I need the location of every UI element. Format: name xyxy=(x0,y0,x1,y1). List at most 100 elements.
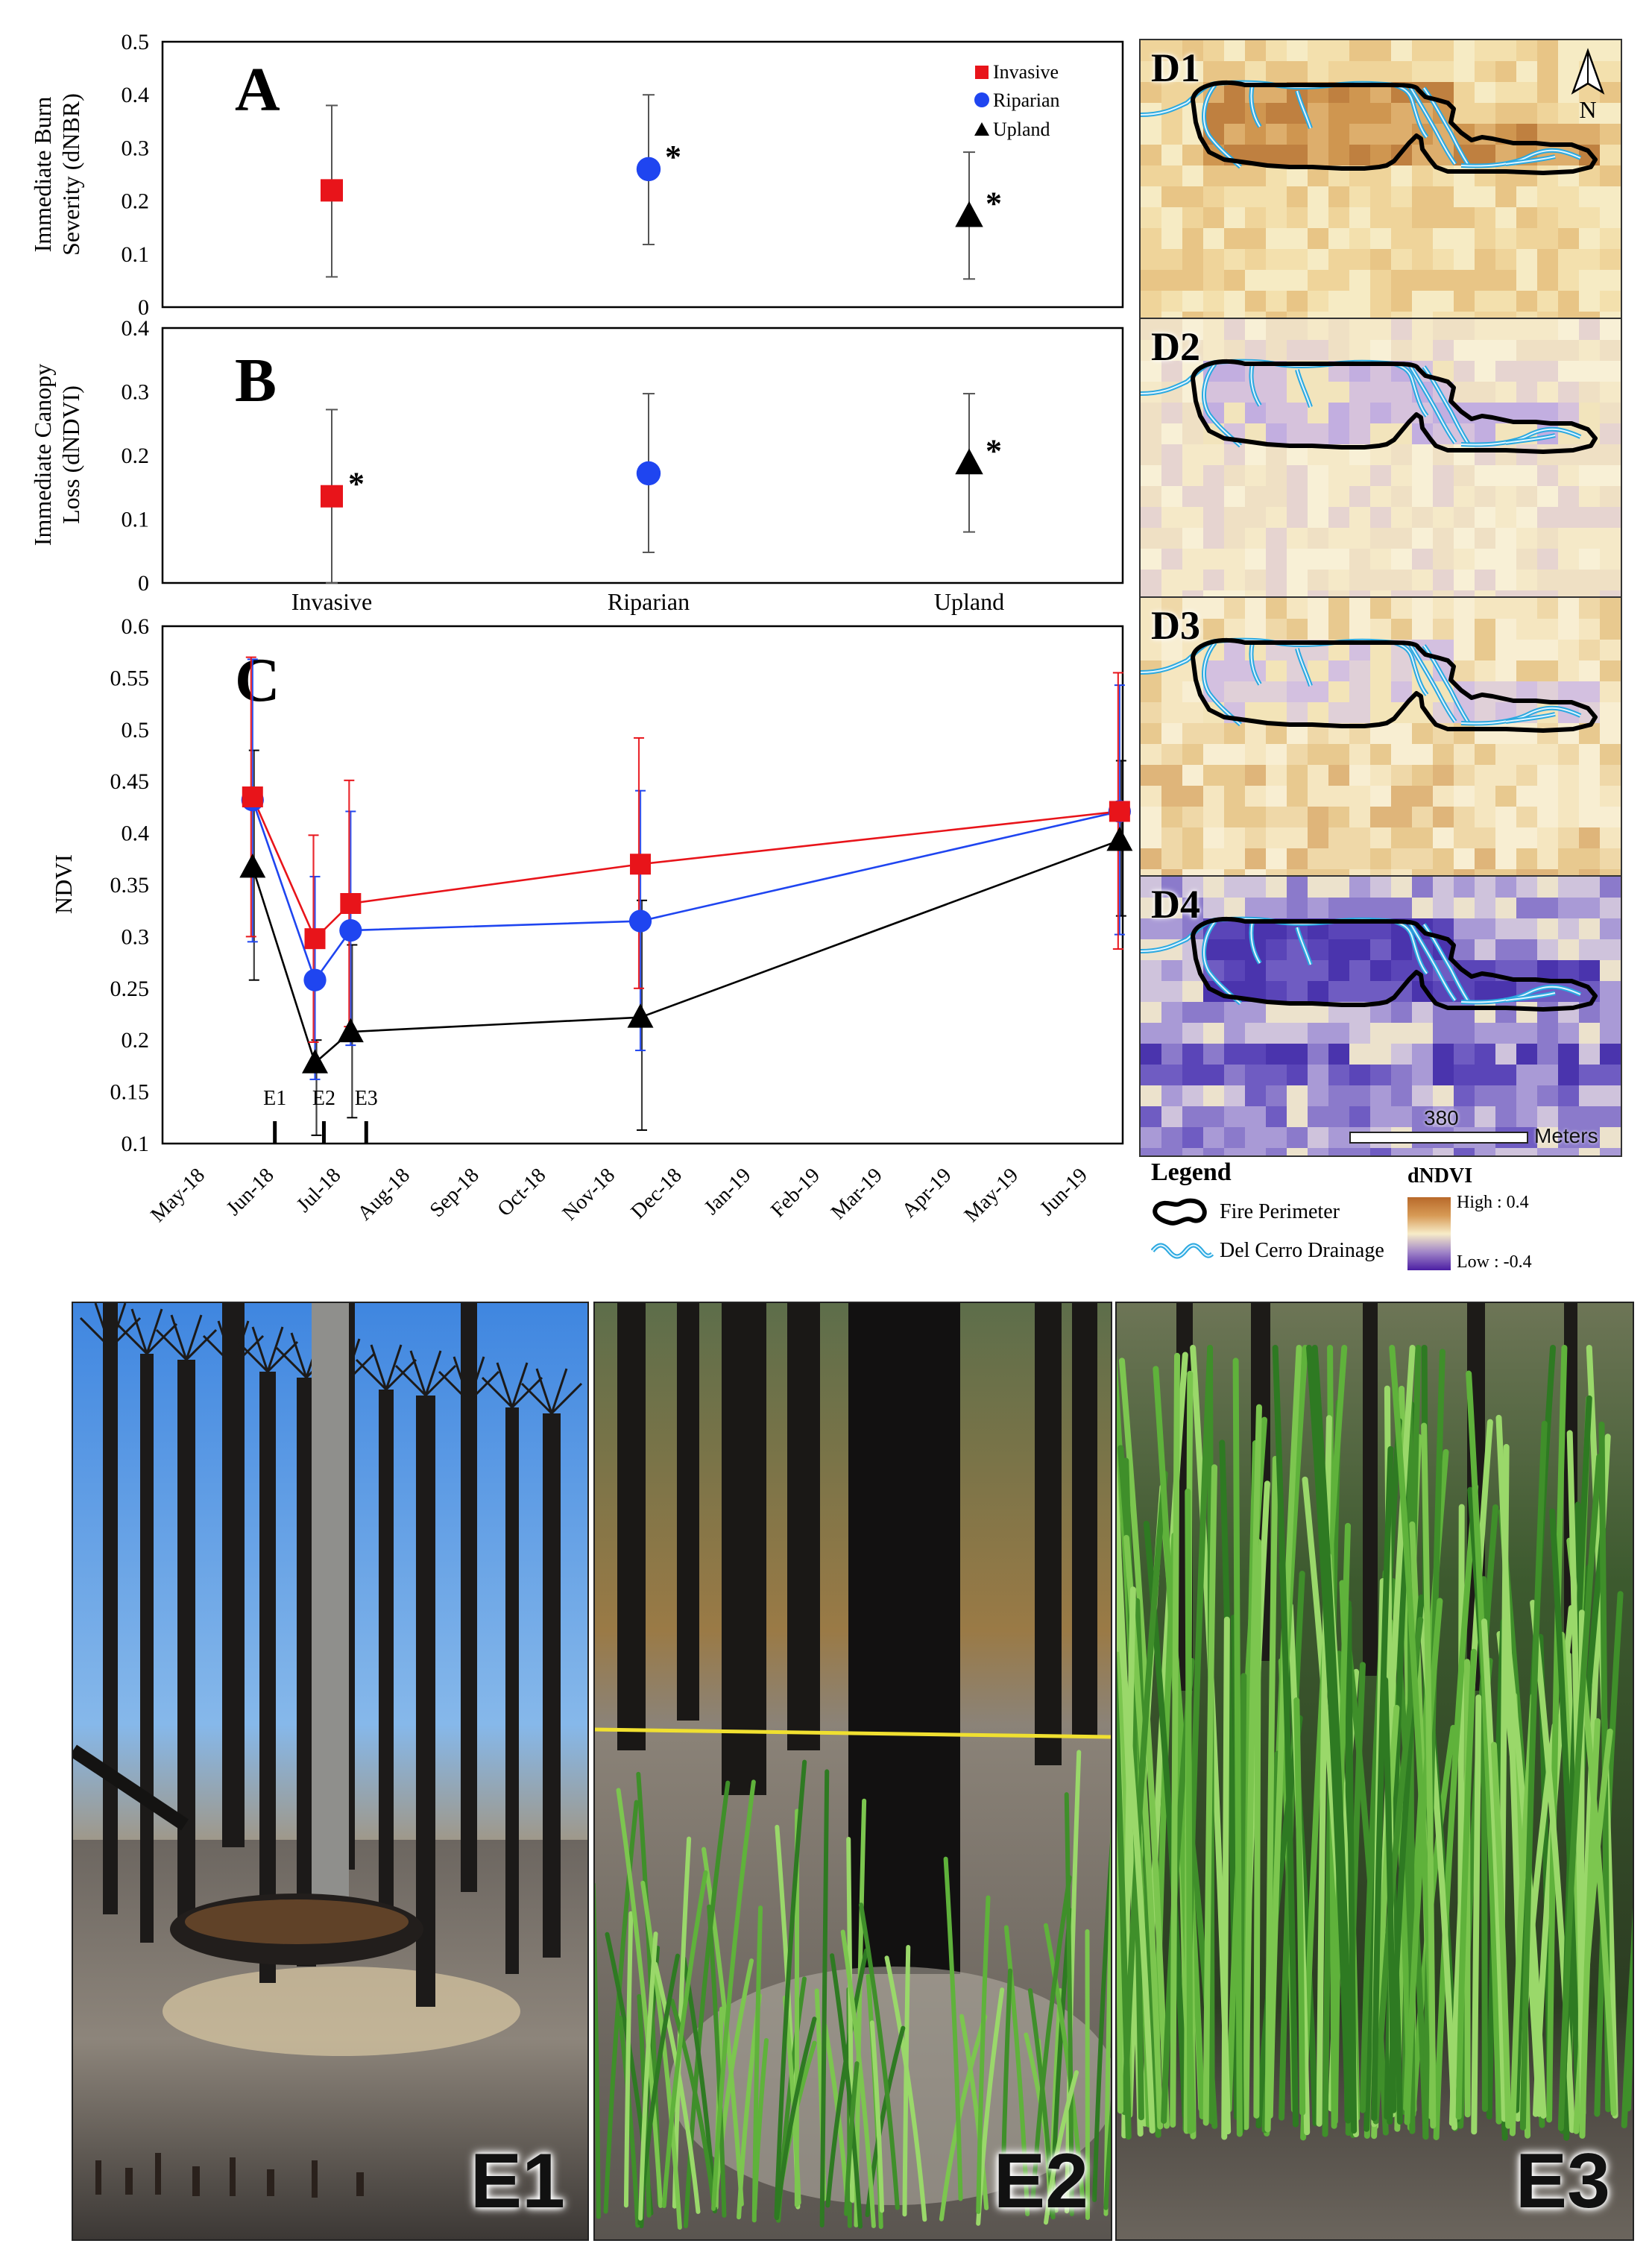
map-d4-canvas xyxy=(1141,877,1621,1155)
map-pixel xyxy=(1141,486,1161,507)
data-point-upland xyxy=(302,1049,329,1073)
map-pixel xyxy=(1537,723,1558,744)
map-pixel xyxy=(1161,423,1182,444)
map-pixel xyxy=(1287,207,1308,228)
map-pixel xyxy=(1370,382,1391,403)
reed-blade xyxy=(713,1958,754,2208)
map-pixel xyxy=(1412,486,1433,507)
map-pixel xyxy=(1141,444,1161,465)
map-pixel xyxy=(1141,723,1161,744)
map-pixel xyxy=(1266,1085,1287,1106)
map-pixel xyxy=(1579,486,1600,507)
map-d3: D3 xyxy=(1139,596,1622,878)
map-pixel xyxy=(1412,898,1433,918)
map-pixel xyxy=(1203,723,1224,744)
map-pixel xyxy=(1161,40,1182,61)
map-pixel xyxy=(1475,1023,1495,1044)
map-pixel xyxy=(1141,528,1161,549)
chart-b-x-categories: Invasive Riparian Upland xyxy=(291,588,1004,615)
map-pixel xyxy=(1516,312,1537,319)
map-pixel xyxy=(1203,40,1224,61)
map-pixel xyxy=(1266,827,1287,848)
chart-b-panel-label: B xyxy=(235,346,277,415)
map-pixel xyxy=(1391,249,1412,270)
map-pixel xyxy=(1287,807,1308,827)
reed-blade xyxy=(752,2037,769,2212)
map-pixel xyxy=(1516,1044,1537,1065)
map-pixel xyxy=(1495,207,1516,228)
map-pixel xyxy=(1141,249,1161,270)
map-pixel xyxy=(1537,61,1558,82)
map-pixel xyxy=(1308,786,1328,807)
y-tick-label: 0.4 xyxy=(122,316,150,341)
map-pixel xyxy=(1266,660,1287,681)
map-pixel xyxy=(1182,723,1203,744)
map-pixel xyxy=(1328,340,1349,361)
map-pixel xyxy=(1245,1065,1266,1085)
photo-e2-label: E2 xyxy=(993,2138,1088,2224)
map-pixel xyxy=(1203,877,1224,898)
map-pixel xyxy=(1558,640,1579,660)
map-pixel xyxy=(1537,165,1558,186)
map-pixel xyxy=(1391,848,1412,869)
map-pixel xyxy=(1203,465,1224,486)
map-pixel xyxy=(1141,1065,1161,1085)
map-pixel xyxy=(1475,423,1495,444)
map-pixel xyxy=(1308,1065,1328,1085)
map-pixel xyxy=(1600,312,1621,319)
map-pixel xyxy=(1224,465,1245,486)
map-pixel xyxy=(1182,827,1203,848)
map-pixel xyxy=(1287,570,1308,590)
map-pixel xyxy=(1349,660,1370,681)
map-pixel xyxy=(1328,528,1349,549)
map-pixel xyxy=(1308,827,1328,848)
burned-trunk xyxy=(416,1396,435,2007)
drainage-line-highlight xyxy=(1505,713,1556,722)
reed-blade xyxy=(1085,1929,1090,2220)
e2-main-trunk xyxy=(848,1303,960,1974)
map-pixel xyxy=(1141,960,1161,981)
map-pixel xyxy=(1579,765,1600,786)
map-pixel xyxy=(1182,877,1203,898)
map-pixel xyxy=(1475,590,1495,598)
x-tick-label: Sep-18 xyxy=(426,1164,484,1222)
scale-unit: Meters xyxy=(1534,1124,1598,1147)
map-pixel xyxy=(1475,981,1495,1002)
map-pixel xyxy=(1579,660,1600,681)
map-pixel xyxy=(1287,960,1308,981)
map-pixel xyxy=(1308,869,1328,877)
reed-blade xyxy=(1455,1648,1477,2120)
map-pixel xyxy=(1182,1065,1203,1085)
map-pixel xyxy=(1203,1065,1224,1085)
map-pixel xyxy=(1475,598,1495,619)
map-pixel xyxy=(1475,869,1495,877)
map-pixel xyxy=(1558,660,1579,681)
map-pixel xyxy=(1349,939,1370,960)
data-point-invasive xyxy=(304,928,326,950)
map-pixel xyxy=(1600,660,1621,681)
photo-e1-illustration xyxy=(73,1303,587,2239)
map-pixel xyxy=(1433,1106,1454,1127)
drainage-line-highlight xyxy=(1203,363,1241,447)
map-pixel xyxy=(1475,1085,1495,1106)
map-pixel xyxy=(1558,1023,1579,1044)
map-pixel xyxy=(1537,827,1558,848)
map-pixel xyxy=(1454,270,1475,291)
map-pixel xyxy=(1475,960,1495,981)
map-pixel xyxy=(1266,1106,1287,1127)
map-pixel xyxy=(1537,807,1558,827)
map-pixel xyxy=(1579,103,1600,124)
map-pixel xyxy=(1537,848,1558,869)
map-pixel xyxy=(1224,1106,1245,1127)
map-pixel xyxy=(1203,186,1224,207)
data-point-invasive xyxy=(321,485,343,508)
map-pixel xyxy=(1516,640,1537,660)
map-pixel xyxy=(1600,465,1621,486)
map-overlay xyxy=(1141,359,1598,454)
drainage-line-highlight xyxy=(1296,927,1311,965)
map-pixel xyxy=(1475,570,1495,590)
map-pixel xyxy=(1579,507,1600,528)
map-pixel xyxy=(1600,807,1621,827)
map-pixel xyxy=(1203,1002,1224,1023)
photo-e3-label: E3 xyxy=(1515,2138,1610,2224)
